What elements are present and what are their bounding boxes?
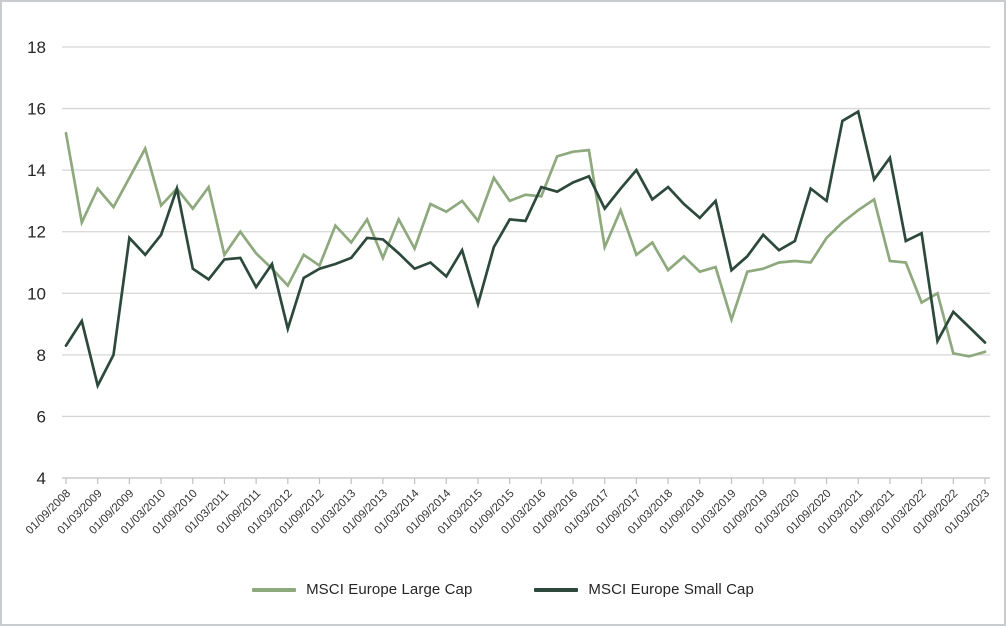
x-axis-labels: 01/09/200801/03/200901/09/200901/03/2010… [24,487,992,537]
series-line-msci-europe-large-cap [64,131,987,358]
y-axis-label: 16 [27,100,46,119]
y-axis-label: 12 [27,223,46,242]
x-axis-ticks [65,478,986,484]
y-axis-label: 6 [37,407,46,426]
y-axis-label: 18 [27,38,46,57]
y-axis-label: 8 [37,346,46,365]
series-line-msci-europe-small-cap [64,109,987,390]
y-axis-label: 10 [27,284,46,303]
y-axis-label: 4 [37,469,46,488]
y-axis-labels: 4 6 8 10 12 14 16 18 [27,38,46,488]
y-axis-label: 14 [27,161,46,180]
gridlines [62,46,990,479]
